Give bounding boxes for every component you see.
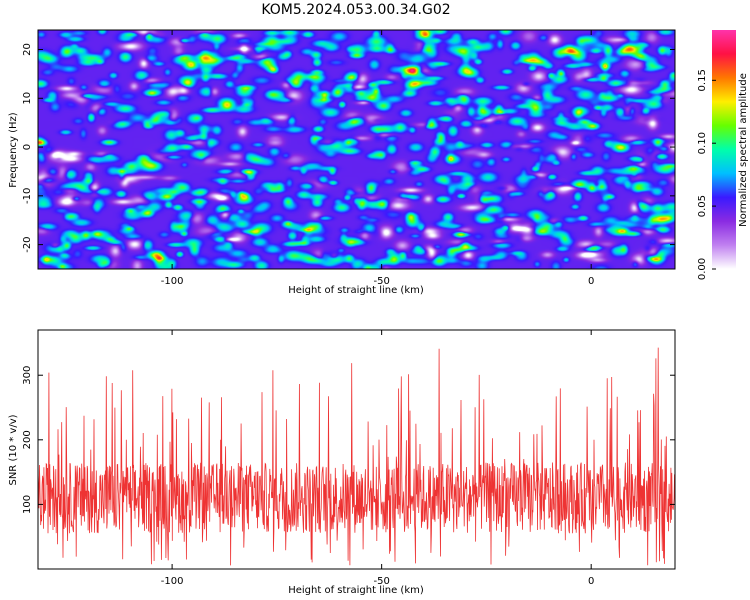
snr-y-label: SNR (10 * v/v) [8,414,19,485]
snr-x-tick-label: -100 [161,576,184,587]
colorbar-tick-label: 0.00 [697,258,708,280]
spectrogram-x-tick-label: -50 [373,276,389,287]
colorbar-tick-label: 0.15 [697,69,708,91]
spectrogram-y-tick-label: 10 [22,92,33,105]
snr-plot-area [37,347,676,566]
snr-x-tick-label: 0 [588,576,594,587]
colorbar-tick-label: 0.10 [697,132,708,154]
spectrogram-y-tick-label: 20 [22,43,33,56]
colorbar-gradient [712,30,736,269]
snr-y-tick-label: 100 [22,495,33,514]
spectrogram-raster [38,30,675,269]
spectrogram-heatmap [38,30,675,269]
spectrogram-canvas [38,30,675,269]
snr-panel: -100 -50 0 100 200 300 Height of straight li… [8,329,676,596]
spectrogram-y-tick-label: -20 [22,236,33,252]
spectrogram-x-tick-label: -100 [161,276,184,287]
spectrogram-y-ticks: -20 -10 0 10 20 [22,43,675,253]
snr-x-ticks: -100 -50 0 [161,330,594,587]
spectrogram-x-label: Height of straight line (km) [288,285,424,296]
spectrogram-x-ticks: -100 -50 0 [161,30,594,287]
spectrogram-y-tick-label: -10 [22,188,33,204]
spectrogram-y-label: Frequency (Hz) [8,112,19,188]
colorbar-label: Normalized spectral amplitude [738,73,749,227]
spectrogram-frame [37,29,676,270]
spectrogram-y-tick-label: 0 [22,144,33,150]
snr-frame [37,329,676,570]
snr-y-ticks: 100 200 300 [22,366,675,514]
figure-title: KOM5.2024.053.00.34.G02 [261,2,450,18]
colorbar: 0.00 0.05 0.10 0.15 Normalized spectral amp… [697,30,749,280]
snr-y-tick-label: 300 [22,366,33,385]
snr-x-tick-label: -50 [373,576,389,587]
snr-x-label: Height of straight line (km) [288,585,424,596]
colorbar-tick-label: 0.05 [697,195,708,217]
snr-y-tick-label: 200 [22,430,33,449]
spectrogram-x-tick-label: 0 [588,276,594,287]
snr-series-line [37,347,676,566]
colorbar-ticks: 0.00 0.05 0.10 0.15 [697,69,716,280]
